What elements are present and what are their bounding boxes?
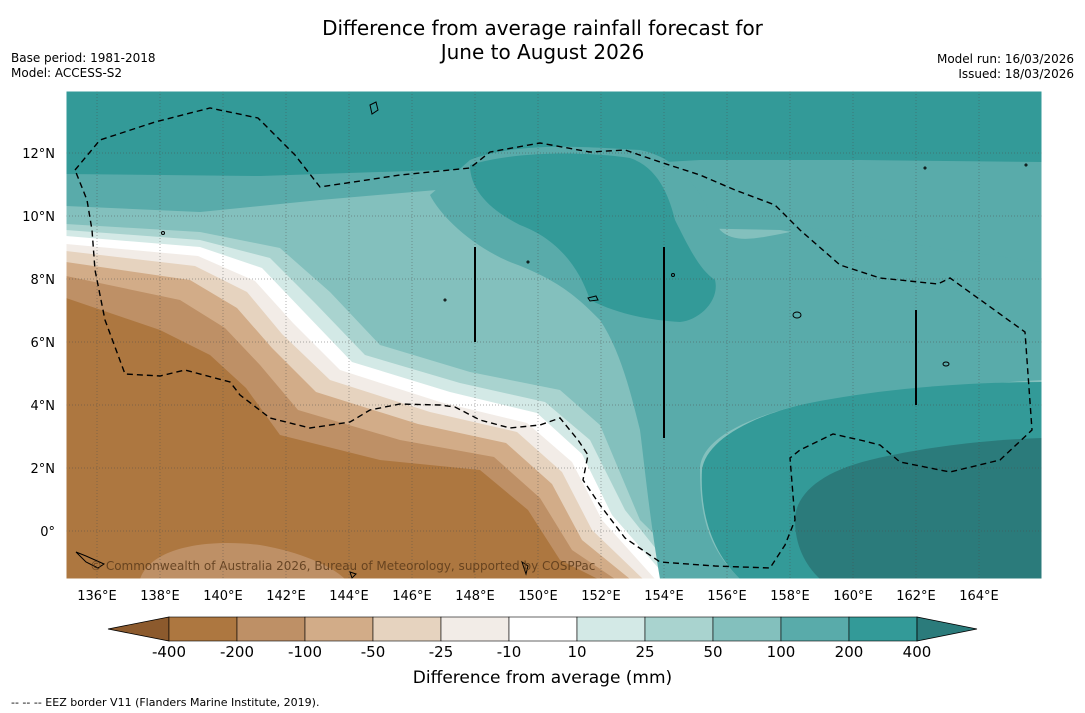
colorbar-tick-label: 10	[567, 643, 587, 661]
lon-tick-label: 148°E	[455, 589, 495, 604]
map-title-line2: June to August 2026	[440, 40, 645, 64]
colorbar-tick-label: -100	[287, 643, 323, 661]
colorbar-tick-label: 200	[834, 643, 864, 661]
coastlines	[75, 101, 1028, 579]
lon-tick-label: 158°E	[770, 589, 810, 604]
model-name: Model: ACCESS-S2	[11, 66, 123, 80]
lon-tick-label: 146°E	[392, 589, 432, 604]
colorbar-tick-label: -50	[360, 643, 386, 661]
eez-border	[74, 107, 1033, 569]
lat-tick-label: 12°N	[22, 147, 55, 162]
colorbar-segment	[576, 616, 646, 642]
lon-tick-label: 150°E	[518, 589, 558, 604]
colorbar-tick-label: 25	[635, 643, 655, 661]
issued-date: Issued: 18/03/2026	[958, 67, 1074, 81]
lat-tick-label: 2°N	[31, 462, 56, 477]
lon-tick-label: 138°E	[140, 589, 180, 604]
lon-tick-label: 144°E	[329, 589, 369, 604]
lon-tick-label: 152°E	[581, 589, 621, 604]
map-contours	[66, 91, 1042, 579]
map-title-line1: Difference from average rainfall forecas…	[322, 16, 763, 40]
colorbar-tick-label: -10	[496, 643, 522, 661]
colorbar-tick-label: 400	[902, 643, 932, 661]
colorbar-tick-label: -200	[219, 643, 255, 661]
colorbar-segment	[644, 616, 714, 642]
graticule	[66, 91, 1042, 579]
lon-tick-label: 154°E	[644, 589, 684, 604]
lat-tick-label: 0°	[40, 525, 55, 540]
lon-tick-label: 164°E	[959, 589, 999, 604]
base-period: Base period: 1981-2018	[11, 51, 156, 65]
lon-tick-label: 140°E	[203, 589, 243, 604]
lat-tick-label: 8°N	[31, 273, 56, 288]
colorbar-title: Difference from average (mm)	[412, 668, 673, 688]
footer-note: -- -- -- EEZ border V11 (Flanders Marine…	[11, 696, 320, 709]
colorbar-segment	[508, 616, 578, 642]
colorbar-extend-high	[916, 616, 978, 642]
colorbar-segment	[168, 616, 238, 642]
lon-tick-label: 162°E	[896, 589, 936, 604]
colorbar-tick-label: -400	[151, 643, 187, 661]
colorbar-segment	[372, 616, 442, 642]
lat-tick-label: 6°N	[31, 336, 56, 351]
longitude-ticks: 136°E 138°E 140°E 142°E 144°E 146°E 148°E 150°E…	[77, 589, 999, 604]
model-run: Model run: 16/03/2026	[936, 52, 1074, 66]
colorbar-segment	[712, 616, 782, 642]
lon-tick-label: 160°E	[833, 589, 873, 604]
colorbar-tick-label: 50	[703, 643, 723, 661]
copyright-notice: © Commonwealth of Australia 2026, Bureau…	[90, 559, 595, 573]
lon-tick-label: 156°E	[707, 589, 747, 604]
colorbar-segment	[848, 616, 918, 642]
colorbar-segment	[304, 616, 374, 642]
lon-tick-label: 142°E	[266, 589, 306, 604]
lat-tick-label: 4°N	[31, 399, 56, 414]
lon-tick-label: 136°E	[77, 589, 117, 604]
colorbar	[107, 616, 978, 642]
colorbar-tick-label: -25	[428, 643, 454, 661]
colorbar-tick-label: 100	[766, 643, 796, 661]
lat-tick-label: 10°N	[22, 210, 55, 225]
colorbar-extend-low	[107, 616, 170, 642]
colorbar-segment	[780, 616, 850, 642]
colorbar-segment	[440, 616, 510, 642]
colorbar-segment	[236, 616, 306, 642]
latitude-ticks: 12°N 10°N 8°N 6°N 4°N 2°N 0°	[22, 147, 55, 540]
